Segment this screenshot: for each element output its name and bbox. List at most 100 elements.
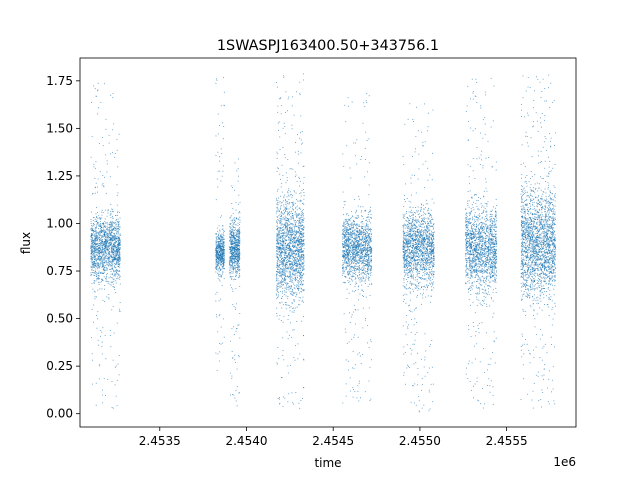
data-point [217,251,219,253]
data-point [91,252,93,254]
data-point [119,248,121,250]
data-point [95,280,97,282]
data-point [105,231,106,233]
data-point [347,255,349,257]
data-point [105,226,106,228]
data-point [103,254,105,256]
data-point [299,353,301,355]
data-point [276,274,278,276]
data-point [302,213,304,215]
data-point [364,255,366,257]
data-point [94,186,96,188]
data-point [223,230,225,232]
data-point [297,256,299,258]
data-point [223,231,225,232]
data-point [289,286,291,288]
data-point [98,263,100,265]
data-point [239,231,241,233]
data-point [119,275,121,277]
data-point [276,247,277,249]
data-point [229,269,231,271]
data-point [104,239,106,241]
data-point [283,213,284,215]
data-point [285,256,287,258]
data-point [289,264,291,266]
data-point [105,260,107,262]
data-point [217,257,218,259]
data-point [239,241,241,243]
data-point [97,191,98,193]
data-point [221,243,222,245]
data-point [280,377,282,378]
data-point [222,273,224,275]
data-point [298,264,300,266]
data-point [105,240,107,242]
data-point [360,257,362,259]
data-point [238,228,240,230]
data-point [286,276,288,278]
data-point [295,242,297,244]
data-point [97,273,99,275]
data-point [303,269,305,271]
data-point [105,222,106,224]
data-point [118,254,119,256]
data-point [109,236,111,238]
data-point [292,241,294,243]
data-point [222,253,224,255]
data-point [112,221,114,223]
data-point [97,221,99,223]
data-point [116,219,117,221]
data-point [286,258,288,260]
data-point [102,234,103,236]
data-point [113,278,115,280]
data-point [94,237,96,239]
data-point [101,261,103,263]
data-point [93,224,95,225]
data-point [102,389,103,391]
data-point [112,261,114,263]
data-point [115,229,117,231]
data-point [217,264,218,265]
data-point [356,223,358,225]
data-point [215,254,217,256]
data-point [276,253,278,255]
data-point [116,271,118,273]
data-point [232,243,234,245]
data-point [106,264,108,266]
data-point [221,264,223,266]
data-point [303,245,305,246]
data-point [91,271,93,273]
data-point [295,392,297,394]
data-point [284,281,286,283]
data-point [100,245,102,247]
data-point [289,243,291,245]
data-point [291,267,293,269]
data-point [293,270,295,272]
data-point [218,259,220,261]
data-point [235,260,237,262]
data-point [233,242,235,244]
data-point [102,236,104,238]
data-point [289,277,291,279]
data-point [234,238,236,240]
data-point [279,136,281,138]
data-point [276,212,278,214]
data-point [301,229,303,231]
data-point [100,271,101,273]
data-point [362,251,364,253]
data-point [292,240,294,242]
data-point [108,297,110,299]
data-point [301,234,303,236]
data-point [299,220,301,222]
data-point [235,253,237,254]
data-point [104,225,106,227]
data-point [92,254,94,256]
data-point [285,264,287,266]
data-point [220,241,222,243]
data-point [109,261,111,263]
data-point [117,262,119,264]
data-point [370,247,372,248]
data-point [220,343,222,345]
data-point [239,233,241,235]
data-point [303,242,305,244]
